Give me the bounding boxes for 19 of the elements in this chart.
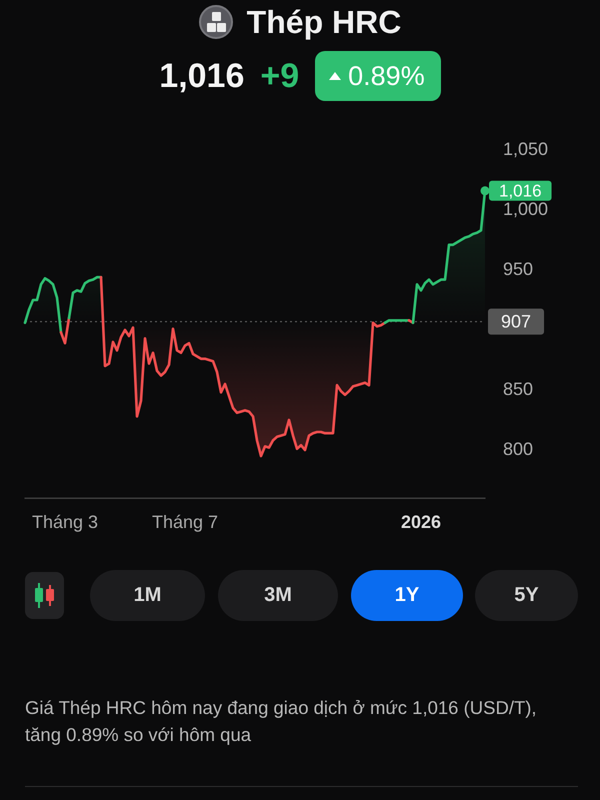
y-tick-label: 1,050 (503, 138, 548, 159)
y-tick-label: 950 (503, 258, 534, 279)
x-tick-label: 2026 (400, 512, 442, 532)
x-tick-label: Tháng 3 (32, 512, 98, 532)
range-button: 3M (218, 570, 338, 621)
ref-line-label: 907 (500, 312, 532, 332)
y-tick-label: 800 (503, 438, 534, 459)
data-label: 1,016 (498, 181, 542, 200)
range-button: 1Y (351, 570, 463, 621)
text: Giá Thép HRC hôm nay đang giao dịch ở mức 1,016 (USD/T), tăng 0.89% so với hôm qua (25, 696, 538, 747)
text: +9 (260, 56, 300, 96)
y-tick-label: 1,000 (503, 198, 548, 219)
text: 1,016 (159, 56, 244, 96)
x-tick-label: Tháng 7 (152, 512, 218, 532)
chart-title: Thép HRC (246, 3, 402, 41)
change-badge: 0.89% (315, 51, 441, 101)
range-button: 5Y (475, 570, 578, 621)
range-button: 1M (90, 570, 205, 621)
y-tick-label: 850 (503, 378, 534, 399)
